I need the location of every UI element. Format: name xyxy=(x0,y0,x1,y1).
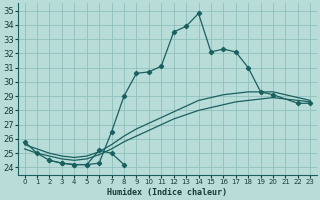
X-axis label: Humidex (Indice chaleur): Humidex (Indice chaleur) xyxy=(108,188,228,197)
